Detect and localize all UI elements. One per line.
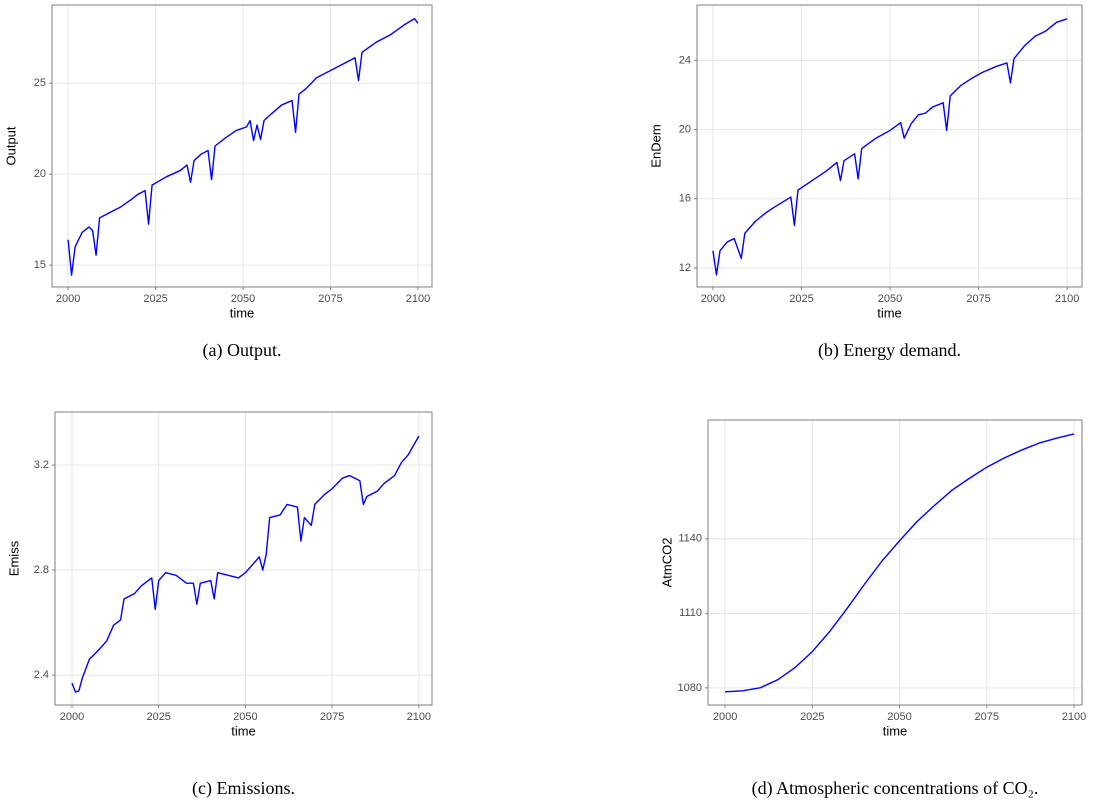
panel-border bbox=[696, 4, 1083, 288]
x-tick-label: 2025 bbox=[143, 293, 167, 305]
x-tick-label: 2050 bbox=[887, 711, 911, 723]
x-tick-label: 2000 bbox=[701, 293, 725, 305]
x-axis-title: time bbox=[877, 305, 902, 320]
x-tick-label: 2100 bbox=[1055, 293, 1079, 305]
x-tick-label: 2025 bbox=[789, 293, 813, 305]
y-tick-label: 2.8 bbox=[34, 564, 49, 576]
y-tick-label: 2.4 bbox=[34, 669, 49, 681]
x-tick-label: 2050 bbox=[231, 293, 255, 305]
x-tick-label: 2050 bbox=[233, 711, 257, 723]
y-tick-label: 15 bbox=[34, 259, 46, 271]
x-tick-label: 2050 bbox=[878, 293, 902, 305]
y-tick-label: 1140 bbox=[678, 533, 702, 545]
y-tick-label: 1110 bbox=[679, 607, 702, 619]
caption: (c) Emissions. bbox=[192, 778, 295, 799]
x-tick-label: 2000 bbox=[60, 711, 84, 723]
data-line bbox=[725, 433, 1075, 693]
caption: (d) Atmospheric concentrations of CO₂. bbox=[752, 778, 1039, 799]
plot-panel bbox=[708, 420, 1082, 705]
y-axis-title: EnDem bbox=[648, 124, 663, 167]
x-tick-label: 2075 bbox=[975, 711, 999, 723]
y-tick-label: 20 bbox=[34, 168, 46, 180]
y-axis-title: Output bbox=[3, 126, 18, 165]
x-axis-title: time bbox=[883, 723, 908, 738]
y-tick-label: 16 bbox=[679, 193, 691, 205]
plot-panel bbox=[55, 412, 432, 705]
x-tick-label: 2075 bbox=[318, 293, 342, 305]
caption: (a) Output. bbox=[203, 340, 282, 361]
plot-panel bbox=[697, 5, 1082, 287]
x-tick-label: 2000 bbox=[56, 293, 80, 305]
x-axis-title: time bbox=[231, 723, 256, 738]
data-line bbox=[712, 18, 1068, 276]
y-axis-title: AtmCO2 bbox=[659, 538, 674, 588]
x-tick-label: 2075 bbox=[320, 711, 344, 723]
y-axis-title: Emiss bbox=[6, 540, 21, 576]
y-tick-label: 20 bbox=[679, 123, 691, 135]
panel-border bbox=[707, 419, 1083, 706]
y-tick-label: 12 bbox=[679, 262, 691, 274]
x-tick-label: 2100 bbox=[406, 293, 430, 305]
plot-panel bbox=[52, 5, 432, 287]
y-tick-label: 3.2 bbox=[34, 459, 49, 471]
x-tick-label: 2025 bbox=[800, 711, 824, 723]
y-tick-label: 1080 bbox=[678, 682, 702, 694]
panel-border bbox=[54, 411, 433, 706]
x-tick-label: 2100 bbox=[407, 711, 431, 723]
x-tick-label: 2000 bbox=[713, 711, 737, 723]
caption: (b) Energy demand. bbox=[818, 340, 961, 361]
data-line bbox=[71, 435, 420, 693]
y-tick-label: 25 bbox=[34, 77, 46, 89]
y-tick-label: 24 bbox=[679, 54, 691, 66]
x-tick-label: 2025 bbox=[146, 711, 170, 723]
x-tick-label: 2100 bbox=[1062, 711, 1086, 723]
panel-border bbox=[51, 4, 433, 288]
x-axis-title: time bbox=[230, 305, 255, 320]
x-tick-label: 2075 bbox=[966, 293, 990, 305]
data-line bbox=[67, 17, 419, 276]
